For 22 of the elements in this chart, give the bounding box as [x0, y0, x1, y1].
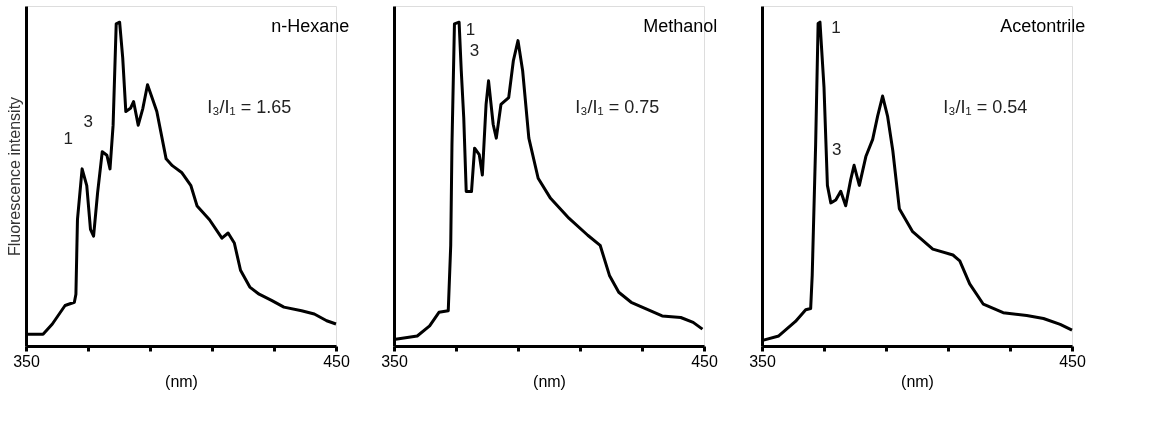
- annotation: I₃/I₁ = 0.54: [943, 97, 1028, 117]
- x-tick-label: 450: [323, 352, 350, 370]
- annotation: 1: [63, 128, 73, 148]
- chart-title: n-Hexane: [271, 16, 350, 36]
- y-axis-title: Fluorescence intensity: [5, 96, 23, 257]
- x-tick-label: 450: [691, 352, 718, 370]
- x-tick-label: 450: [1059, 352, 1086, 370]
- x-tick-label: 350: [381, 352, 408, 370]
- chart-title: Acetontrile: [1000, 16, 1086, 36]
- chart-title: Methanol: [643, 16, 718, 36]
- x-axis-title: (nm): [165, 372, 198, 390]
- annotation: 3: [831, 139, 842, 159]
- annotation: 1: [465, 19, 476, 39]
- x-axis-title: (nm): [901, 372, 934, 390]
- annotation: 3: [83, 111, 93, 131]
- annotation: I₃/I₁ = 1.65: [207, 97, 292, 117]
- x-axis-title: (nm): [533, 372, 566, 390]
- x-tick-label: 350: [13, 352, 40, 370]
- annotation: I₃/I₁ = 0.75: [575, 97, 660, 117]
- x-tick-label: 350: [749, 352, 776, 370]
- annotation: 3: [469, 40, 480, 60]
- annotation: 1: [831, 18, 841, 38]
